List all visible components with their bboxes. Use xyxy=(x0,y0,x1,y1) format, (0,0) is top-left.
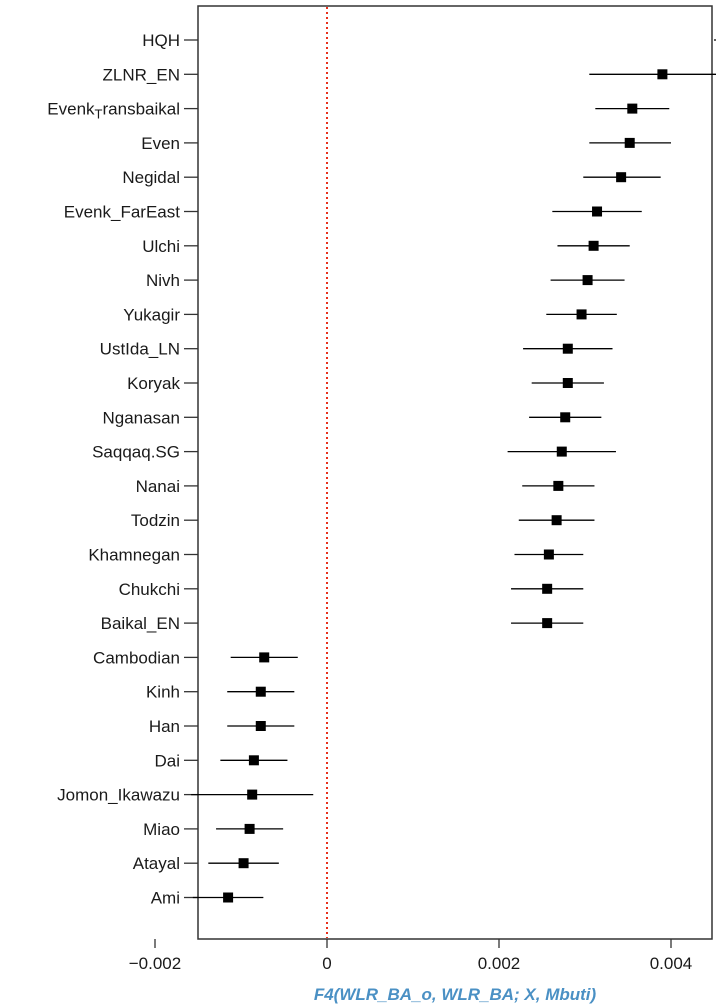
point-marker xyxy=(657,69,668,80)
category-label: Kinh xyxy=(146,683,180,702)
category-label: Todzin xyxy=(131,511,180,530)
point-marker xyxy=(560,412,571,423)
category-label: ZLNR_EN xyxy=(103,65,180,84)
point-marker xyxy=(627,103,638,114)
point-marker xyxy=(551,515,562,526)
category-labels: HQH ZLNR_EN EvenkTransbaikal Even Negidal Eve… xyxy=(47,31,180,908)
x-axis-label: F4(WLR_BA_o, WLR_BA; X, Mbuti) xyxy=(314,985,597,1004)
point-marker xyxy=(616,172,627,183)
category-label: Han xyxy=(149,717,180,736)
category-label: Cambodian xyxy=(93,648,180,667)
y-tick-marks xyxy=(184,39,198,899)
x-tick-label: 0 xyxy=(322,954,331,973)
point-marker xyxy=(592,206,603,217)
point-marker xyxy=(238,858,249,869)
point-marker xyxy=(582,275,593,286)
category-label: Nivh xyxy=(146,271,180,290)
category-label: Ulchi xyxy=(142,237,180,256)
point-marker xyxy=(248,755,259,766)
category-label: Baikal_EN xyxy=(101,614,180,633)
point-marker xyxy=(562,343,573,354)
point-marker xyxy=(588,240,599,251)
point-marker xyxy=(543,549,554,560)
x-tick-label: 0.004 xyxy=(650,954,693,973)
category-label: Even xyxy=(141,134,180,153)
point-marker xyxy=(553,480,564,491)
category-label: Nanai xyxy=(136,477,180,496)
x-tick-label: −0.002 xyxy=(129,954,181,973)
point-marker xyxy=(247,789,258,800)
category-label: Nganasan xyxy=(102,408,180,427)
category-label: Yukagir xyxy=(123,305,180,324)
point-markers xyxy=(223,69,668,903)
category-label: Atayal xyxy=(133,854,180,873)
category-label: Dai xyxy=(154,751,180,770)
category-label: Koryak xyxy=(127,374,180,393)
category-label: HQH xyxy=(142,31,180,50)
point-marker xyxy=(624,137,635,148)
point-marker xyxy=(255,721,266,731)
category-label: EvenkTransbaikal xyxy=(47,100,180,122)
category-label: Khamnegan xyxy=(88,546,180,565)
category-label: UstIda_LN xyxy=(100,340,180,359)
category-label: Miao xyxy=(143,820,180,839)
point-marker xyxy=(562,378,573,388)
point-marker xyxy=(576,309,587,320)
category-label: Saqqaq.SG xyxy=(92,443,180,462)
category-label: Ami xyxy=(151,889,180,908)
category-label: Negidal xyxy=(122,168,180,187)
x-tick-label: 0.002 xyxy=(478,954,521,973)
plot-frame xyxy=(197,5,713,940)
category-label: Chukchi xyxy=(119,580,180,599)
point-marker xyxy=(542,583,553,594)
point-marker xyxy=(556,446,567,457)
point-marker xyxy=(244,823,255,834)
point-marker xyxy=(542,618,553,629)
category-label: Evenk_FarEast xyxy=(64,203,180,222)
point-marker xyxy=(259,652,270,663)
point-marker xyxy=(255,686,266,697)
category-label: Jomon_Ikawazu xyxy=(57,786,180,805)
point-marker xyxy=(223,892,234,903)
error-bars xyxy=(191,39,716,899)
